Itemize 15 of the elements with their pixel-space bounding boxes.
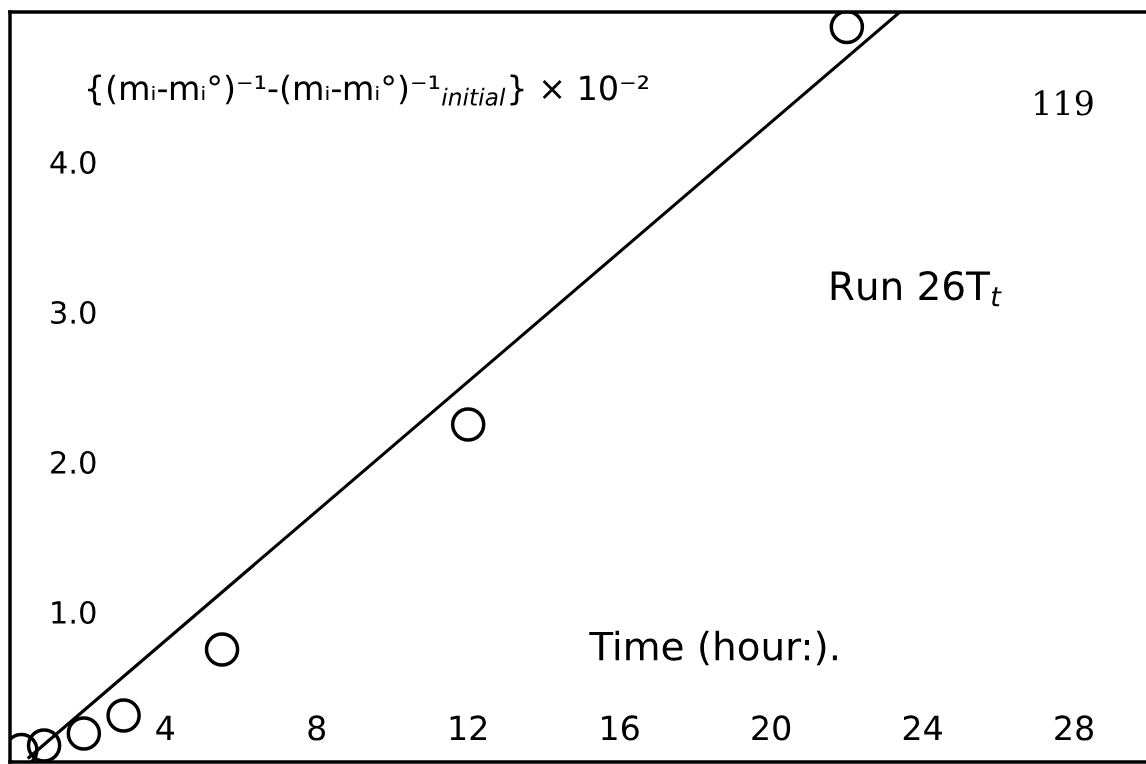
x-tick-label: 16 — [602, 715, 639, 741]
y-tick-label: 1.0 — [52, 600, 96, 625]
x-tick-label: 24 — [903, 715, 942, 741]
text: Run 26T$_{t}$ — [831, 271, 1002, 307]
x-tick-label: 12 — [450, 715, 487, 741]
y-tick-label: 4.0 — [50, 150, 96, 175]
y-tick-label: 3.0 — [51, 300, 96, 325]
annotation: 119 — [1035, 90, 1093, 116]
x-axis-title: Time (hour:). — [589, 630, 837, 666]
x-tick-label: 28 — [1055, 715, 1093, 741]
y-axis-title: {(mᵢ-mᵢ°)⁻¹-(mᵢ-mᵢ°)⁻¹$_{initial}$} × 10⁻² — [88, 74, 648, 106]
x-tick-label: 20 — [752, 715, 791, 741]
x-tick-label: 8 — [308, 715, 326, 741]
x-tick-label: 4 — [156, 715, 174, 741]
y-tick-label: 2.0 — [51, 450, 96, 475]
